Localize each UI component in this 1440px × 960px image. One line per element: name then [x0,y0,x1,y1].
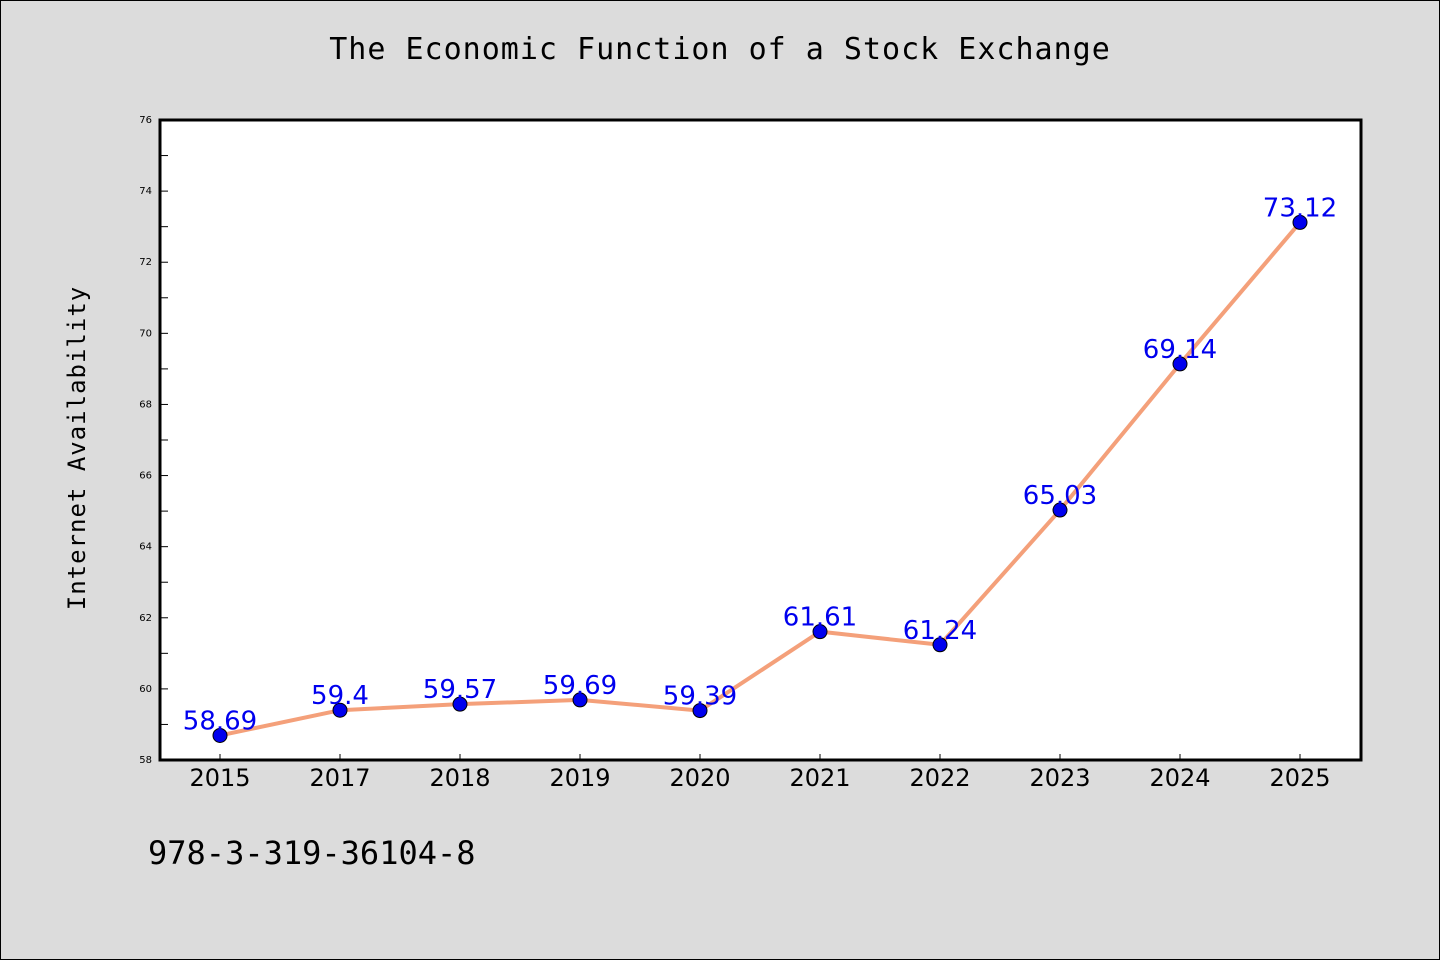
data-point [692,703,708,719]
data-label: 59.39 [663,682,737,712]
data-point [1172,356,1188,372]
x-tick-label: 2018 [429,764,490,792]
series-line [218,220,1302,738]
y-tick-label: 62 [139,613,152,624]
x-tick-label: 2023 [1029,764,1090,792]
data-labels-group: 58.69 59.4 59.57 59.69 59.39 61.61 61.24 65.03 6… [183,193,1337,736]
x-tick-label: 2024 [1149,764,1210,792]
x-tick-label: 2015 [189,764,250,792]
y-tick-label: 72 [139,257,152,268]
y-tick-label: 58 [139,755,152,766]
data-point [332,702,348,718]
data-label: 59.4 [311,681,369,711]
x-axis: 2015 2017 2018 2019 2020 2021 2022 2023 2024 2025 [189,754,1331,792]
y-tick-label: 74 [139,186,152,197]
data-point [572,692,588,708]
y-tick-label: 70 [139,328,152,339]
data-point [812,624,828,640]
data-label: 59.69 [543,671,617,701]
series-group [218,220,1302,738]
data-label: 59.57 [423,675,497,705]
data-point [1052,502,1068,518]
x-tick-label: 2020 [669,764,730,792]
x-tick-label: 2021 [789,764,850,792]
x-tick-label: 2022 [909,764,970,792]
data-label: 61.61 [783,603,857,633]
data-label: 65.03 [1023,481,1097,511]
x-tick-label: 2017 [309,764,370,792]
x-tick-label: 2019 [549,764,610,792]
points-group [212,214,1308,743]
y-tick-label: 76 [139,115,152,126]
plot-area [160,120,1361,760]
isbn-text: 978-3-319-36104-8 [148,834,476,872]
data-label: 73.12 [1263,193,1337,223]
x-tick-label: 2025 [1269,764,1330,792]
data-point [1292,214,1308,230]
y-tick-label: 68 [139,399,152,410]
data-point [452,696,468,712]
data-point [212,727,228,743]
y-tick-label: 64 [139,542,152,553]
chart-title: The Economic Function of a Stock Exchang… [329,32,1111,67]
data-label: 69.14 [1143,335,1217,365]
data-label: 61.24 [903,616,977,646]
plot-border [158,118,1363,762]
data-point [932,637,948,653]
data-label: 58.69 [183,706,257,736]
y-tick-label: 66 [139,471,152,482]
y-tick-label: 60 [139,684,152,695]
